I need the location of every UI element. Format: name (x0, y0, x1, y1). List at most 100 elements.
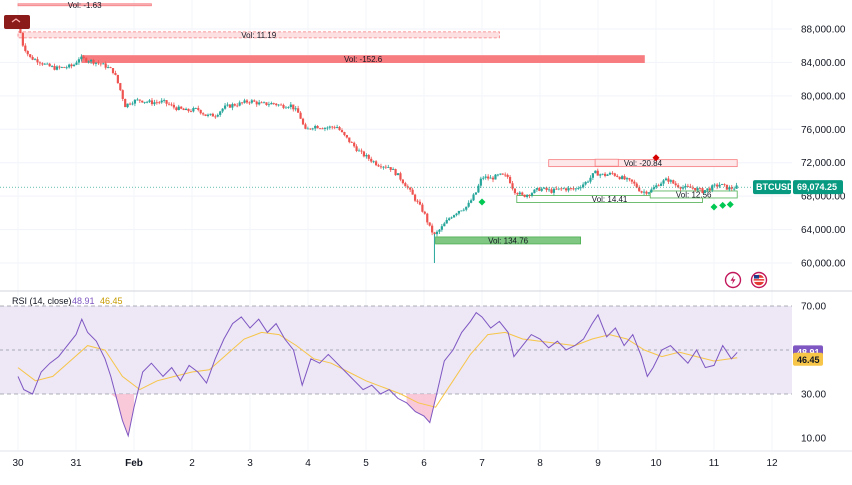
candle-body (75, 62, 78, 65)
candle-body (401, 179, 404, 184)
candle-body (708, 188, 711, 191)
candle-body (318, 128, 322, 130)
symbol-badge[interactable]: BTCUSD (753, 180, 794, 195)
rsi-line (17, 311, 738, 438)
volume-profile-bar (17, 3, 152, 7)
candle-body (469, 200, 473, 203)
time-tick-label: 4 (305, 458, 311, 469)
candle-body (594, 170, 597, 174)
candle-body (189, 111, 193, 112)
candle-body (504, 174, 507, 176)
session-high-flag (4, 15, 30, 29)
candle-body (292, 104, 295, 110)
candle-body (691, 187, 694, 189)
candle-body (465, 206, 468, 210)
candle-body (728, 187, 731, 190)
candle-body (202, 113, 205, 115)
candle-body (608, 172, 612, 175)
candle-body (94, 62, 98, 64)
candle-body (723, 183, 726, 185)
candle-body (367, 155, 370, 159)
us-flag-event-icon[interactable] (750, 271, 768, 289)
candle-body (143, 101, 146, 103)
candle-body (426, 213, 429, 223)
candle-body (119, 83, 122, 91)
candle-body (89, 59, 93, 62)
candle-body (555, 188, 558, 190)
candle-body (146, 101, 149, 103)
candle-body (248, 102, 251, 104)
candle-body (428, 222, 431, 226)
candle-body (97, 62, 100, 64)
candle-body (131, 103, 134, 105)
time-tick-label: 11 (709, 458, 720, 469)
volume-profile-bar (17, 31, 500, 39)
candle-body (528, 194, 531, 196)
candle-body (399, 173, 402, 180)
volume-profile-bar (649, 190, 738, 199)
candle-body (170, 104, 173, 106)
candle-body (443, 223, 446, 227)
candle-body (599, 174, 602, 176)
candle-body (565, 188, 568, 191)
candle-body (111, 68, 115, 73)
rsi-legend[interactable]: RSI (14, close) 48.91 46.45 (12, 296, 123, 306)
candle-body (579, 187, 582, 189)
candle-body (467, 202, 470, 207)
candle-body (582, 184, 585, 188)
candle-body (711, 185, 714, 191)
candle-body (182, 108, 185, 111)
candle-body (124, 98, 127, 108)
candle-body (450, 217, 453, 219)
time-tick-label: 7 (479, 458, 485, 469)
rsi-ma-badge: 46.45 (793, 352, 823, 366)
rsi-ma-line (17, 331, 738, 408)
volume-profile-bar (435, 236, 582, 245)
price-tick-label: 88,000.00 (801, 25, 846, 36)
candle-body (596, 170, 599, 176)
candle-body (336, 127, 339, 129)
candle-body (618, 176, 621, 180)
candle-body (455, 213, 458, 216)
candle-body (394, 169, 397, 176)
candle-body (309, 128, 312, 130)
candle-body (253, 100, 256, 102)
time-tick-label: 30 (12, 458, 24, 469)
candle-body (696, 188, 699, 191)
candle-body (221, 108, 224, 112)
candle-body (543, 187, 546, 189)
candle-body (355, 146, 358, 151)
candle-body (611, 172, 614, 174)
candle-body (275, 103, 278, 106)
candle-body (163, 100, 166, 101)
price-tick-label: 80,000.00 (801, 91, 846, 102)
candle-body (655, 185, 658, 188)
candle-body (623, 176, 626, 180)
candle-body (621, 176, 624, 180)
candle-body (68, 64, 71, 68)
candle-body (628, 178, 631, 180)
flash-event-icon[interactable] (724, 271, 742, 289)
candle-body (228, 104, 232, 108)
candle-body (440, 226, 443, 230)
candle-body (311, 128, 314, 130)
candle-body (698, 188, 702, 189)
candle-body (343, 132, 346, 136)
candle-body (277, 104, 280, 106)
candle-body (487, 176, 490, 179)
candle-body (51, 66, 54, 67)
candle-body (706, 188, 709, 191)
symbol-badge-label: BTCUSD (756, 182, 794, 192)
candle-body (148, 100, 151, 102)
candle-body (167, 103, 171, 105)
candle-body (192, 108, 195, 112)
candle-body (569, 188, 573, 189)
candle-body (603, 173, 607, 176)
volume-profile-bar (516, 195, 703, 203)
volume-profile-bar (548, 159, 738, 168)
time-tick-label: 31 (70, 458, 82, 469)
time-tick-label: 6 (421, 458, 427, 469)
candle-body (479, 178, 482, 186)
time-axis: 30 31 Feb 2 3 4 5 6 7 8 9 10 11 12 (12, 458, 778, 469)
